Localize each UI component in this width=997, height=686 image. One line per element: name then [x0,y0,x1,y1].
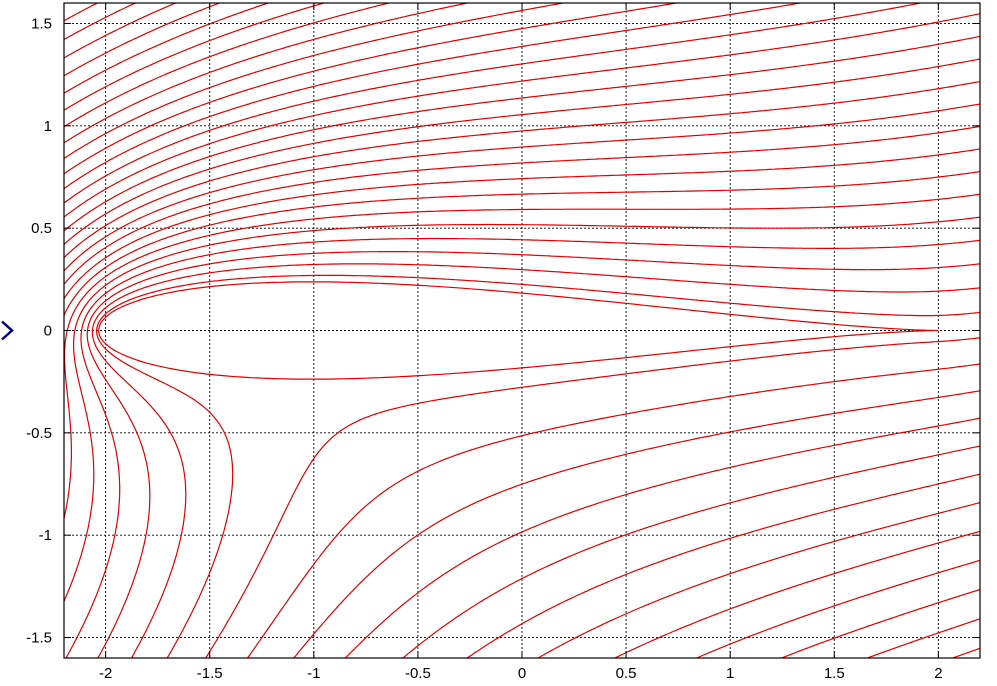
marker [2,322,12,340]
streamline [2,185,997,663]
grid-lines [64,3,980,658]
y-tick-label: 0 [44,323,52,340]
streamline [2,92,997,420]
x-tick-label: 0 [518,665,526,682]
streamline [97,275,997,686]
streamline [3,0,677,170]
x-tick-label: -1 [307,665,320,682]
streamline [92,264,997,686]
y-tick-label: 1.5 [31,15,52,32]
streamline [2,116,997,490]
streamline [28,231,997,686]
x-tick-label: 0.5 [616,665,637,682]
streamline [507,515,997,686]
x-tick-label: -1.5 [197,665,223,682]
chevron-right-icon [2,322,12,340]
y-axis-ticks: 1.5 1 0.5 0 -0.5 -1 -1.5 [26,15,980,646]
streamline [2,162,997,612]
x-tick-label: -2 [99,665,112,682]
x-tick-label: 1.5 [824,665,845,682]
streamline [2,0,997,262]
x-tick-label: 1 [726,665,734,682]
y-tick-label: -1 [39,527,52,544]
streamline [165,329,997,686]
streamline [644,571,997,686]
streamline [3,0,489,133]
streamline [2,70,997,366]
streamline [246,380,997,686]
streamline [390,459,997,686]
y-tick-label: -1.5 [26,630,52,647]
y-tick-label: -0.5 [26,425,52,442]
streamline [3,47,997,329]
streamline [3,0,347,96]
streamline [203,354,997,686]
y-tick-label: 0.5 [31,220,52,237]
streamline [447,487,997,686]
y-tick-label: 1 [44,118,52,135]
streamline [2,0,578,153]
streamline [2,0,188,38]
x-tick-label: 2 [934,665,942,682]
streamline [2,208,997,686]
x-tick-label: -0.5 [405,665,431,682]
streamline [720,599,997,686]
streamline [61,252,997,686]
